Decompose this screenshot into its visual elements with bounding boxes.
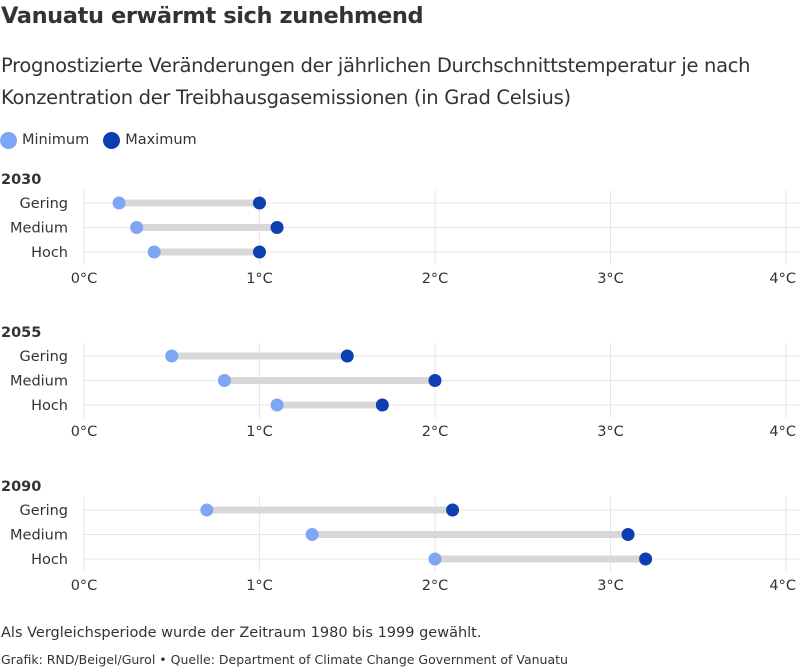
panel-2055: 2055 Gering Medium Hoch 0°C 1°C 2°C 3°C 4°C <box>0 318 800 440</box>
x-tick-label: 4°C <box>769 578 796 594</box>
legend: Minimum Maximum <box>0 130 211 150</box>
minimum-dot <box>130 221 144 234</box>
chart-title: Vanuatu erwärmt sich zunehmend <box>1 3 424 29</box>
maximum-dot <box>253 196 266 210</box>
category-label: Medium <box>10 374 68 390</box>
minimum-dot <box>428 552 442 566</box>
minimum-dot <box>200 503 214 517</box>
minimum-dot <box>147 245 161 259</box>
minimum-dot <box>217 374 231 387</box>
x-tick-label: 3°C <box>597 424 624 440</box>
minimum-dot <box>305 528 319 541</box>
x-tick-label: 1°C <box>246 271 273 287</box>
panel-2030: 2030 Gering Medium Hoch 0°C 1°C 2°C 3°C 4°C <box>0 165 800 287</box>
x-tick-label: 1°C <box>246 578 273 594</box>
category-label: Gering <box>19 349 68 365</box>
panel-title: 2030 <box>1 172 41 188</box>
legend-swatch-minimum <box>0 131 17 149</box>
panel-title: 2055 <box>1 325 41 341</box>
maximum-dot <box>446 503 460 517</box>
legend-swatch-maximum <box>103 131 121 149</box>
legend-label-minimum: Minimum <box>22 132 90 148</box>
category-label: Gering <box>19 503 68 519</box>
minimum-dot <box>112 196 126 210</box>
panel-2090: 2090 Gering Medium Hoch 0°C 1°C 2°C 3°C 4°C <box>0 472 800 594</box>
category-label: Hoch <box>31 398 68 414</box>
maximum-dot <box>375 398 389 412</box>
category-label: Medium <box>10 528 68 544</box>
chart-subtitle: Prognostizierte Veränderungen der jährli… <box>1 54 751 109</box>
category-label: Hoch <box>31 552 68 568</box>
source-credit: Grafik: RND/Beigel/Gurol • Quelle: Depar… <box>1 652 568 667</box>
category-label: Medium <box>10 221 68 237</box>
maximum-dot <box>621 528 635 541</box>
category-label: Hoch <box>31 245 68 261</box>
x-tick-label: 4°C <box>769 271 796 287</box>
maximum-dot <box>340 349 354 363</box>
x-tick-label: 1°C <box>246 424 273 440</box>
x-tick-label: 0°C <box>71 271 98 287</box>
x-tick-label: 2°C <box>422 271 449 287</box>
x-tick-label: 4°C <box>769 424 796 440</box>
maximum-dot <box>428 374 442 387</box>
x-tick-label: 0°C <box>71 578 98 594</box>
footnote: Als Vergleichsperiode wurde der Zeitraum… <box>1 625 482 641</box>
minimum-dot <box>270 398 284 412</box>
x-tick-label: 2°C <box>422 578 449 594</box>
x-tick-label: 2°C <box>422 424 449 440</box>
x-tick-label: 0°C <box>71 424 98 440</box>
maximum-dot <box>253 245 266 259</box>
panel-title: 2090 <box>1 479 41 495</box>
minimum-dot <box>165 349 179 363</box>
legend-label-maximum: Maximum <box>125 132 197 148</box>
maximum-dot <box>270 221 284 234</box>
legend-item-minimum: Minimum <box>0 131 90 149</box>
legend-item-maximum: Maximum <box>103 131 197 149</box>
x-tick-label: 3°C <box>597 271 624 287</box>
category-label: Gering <box>19 196 68 212</box>
maximum-dot <box>639 552 653 566</box>
x-tick-label: 3°C <box>597 578 624 594</box>
